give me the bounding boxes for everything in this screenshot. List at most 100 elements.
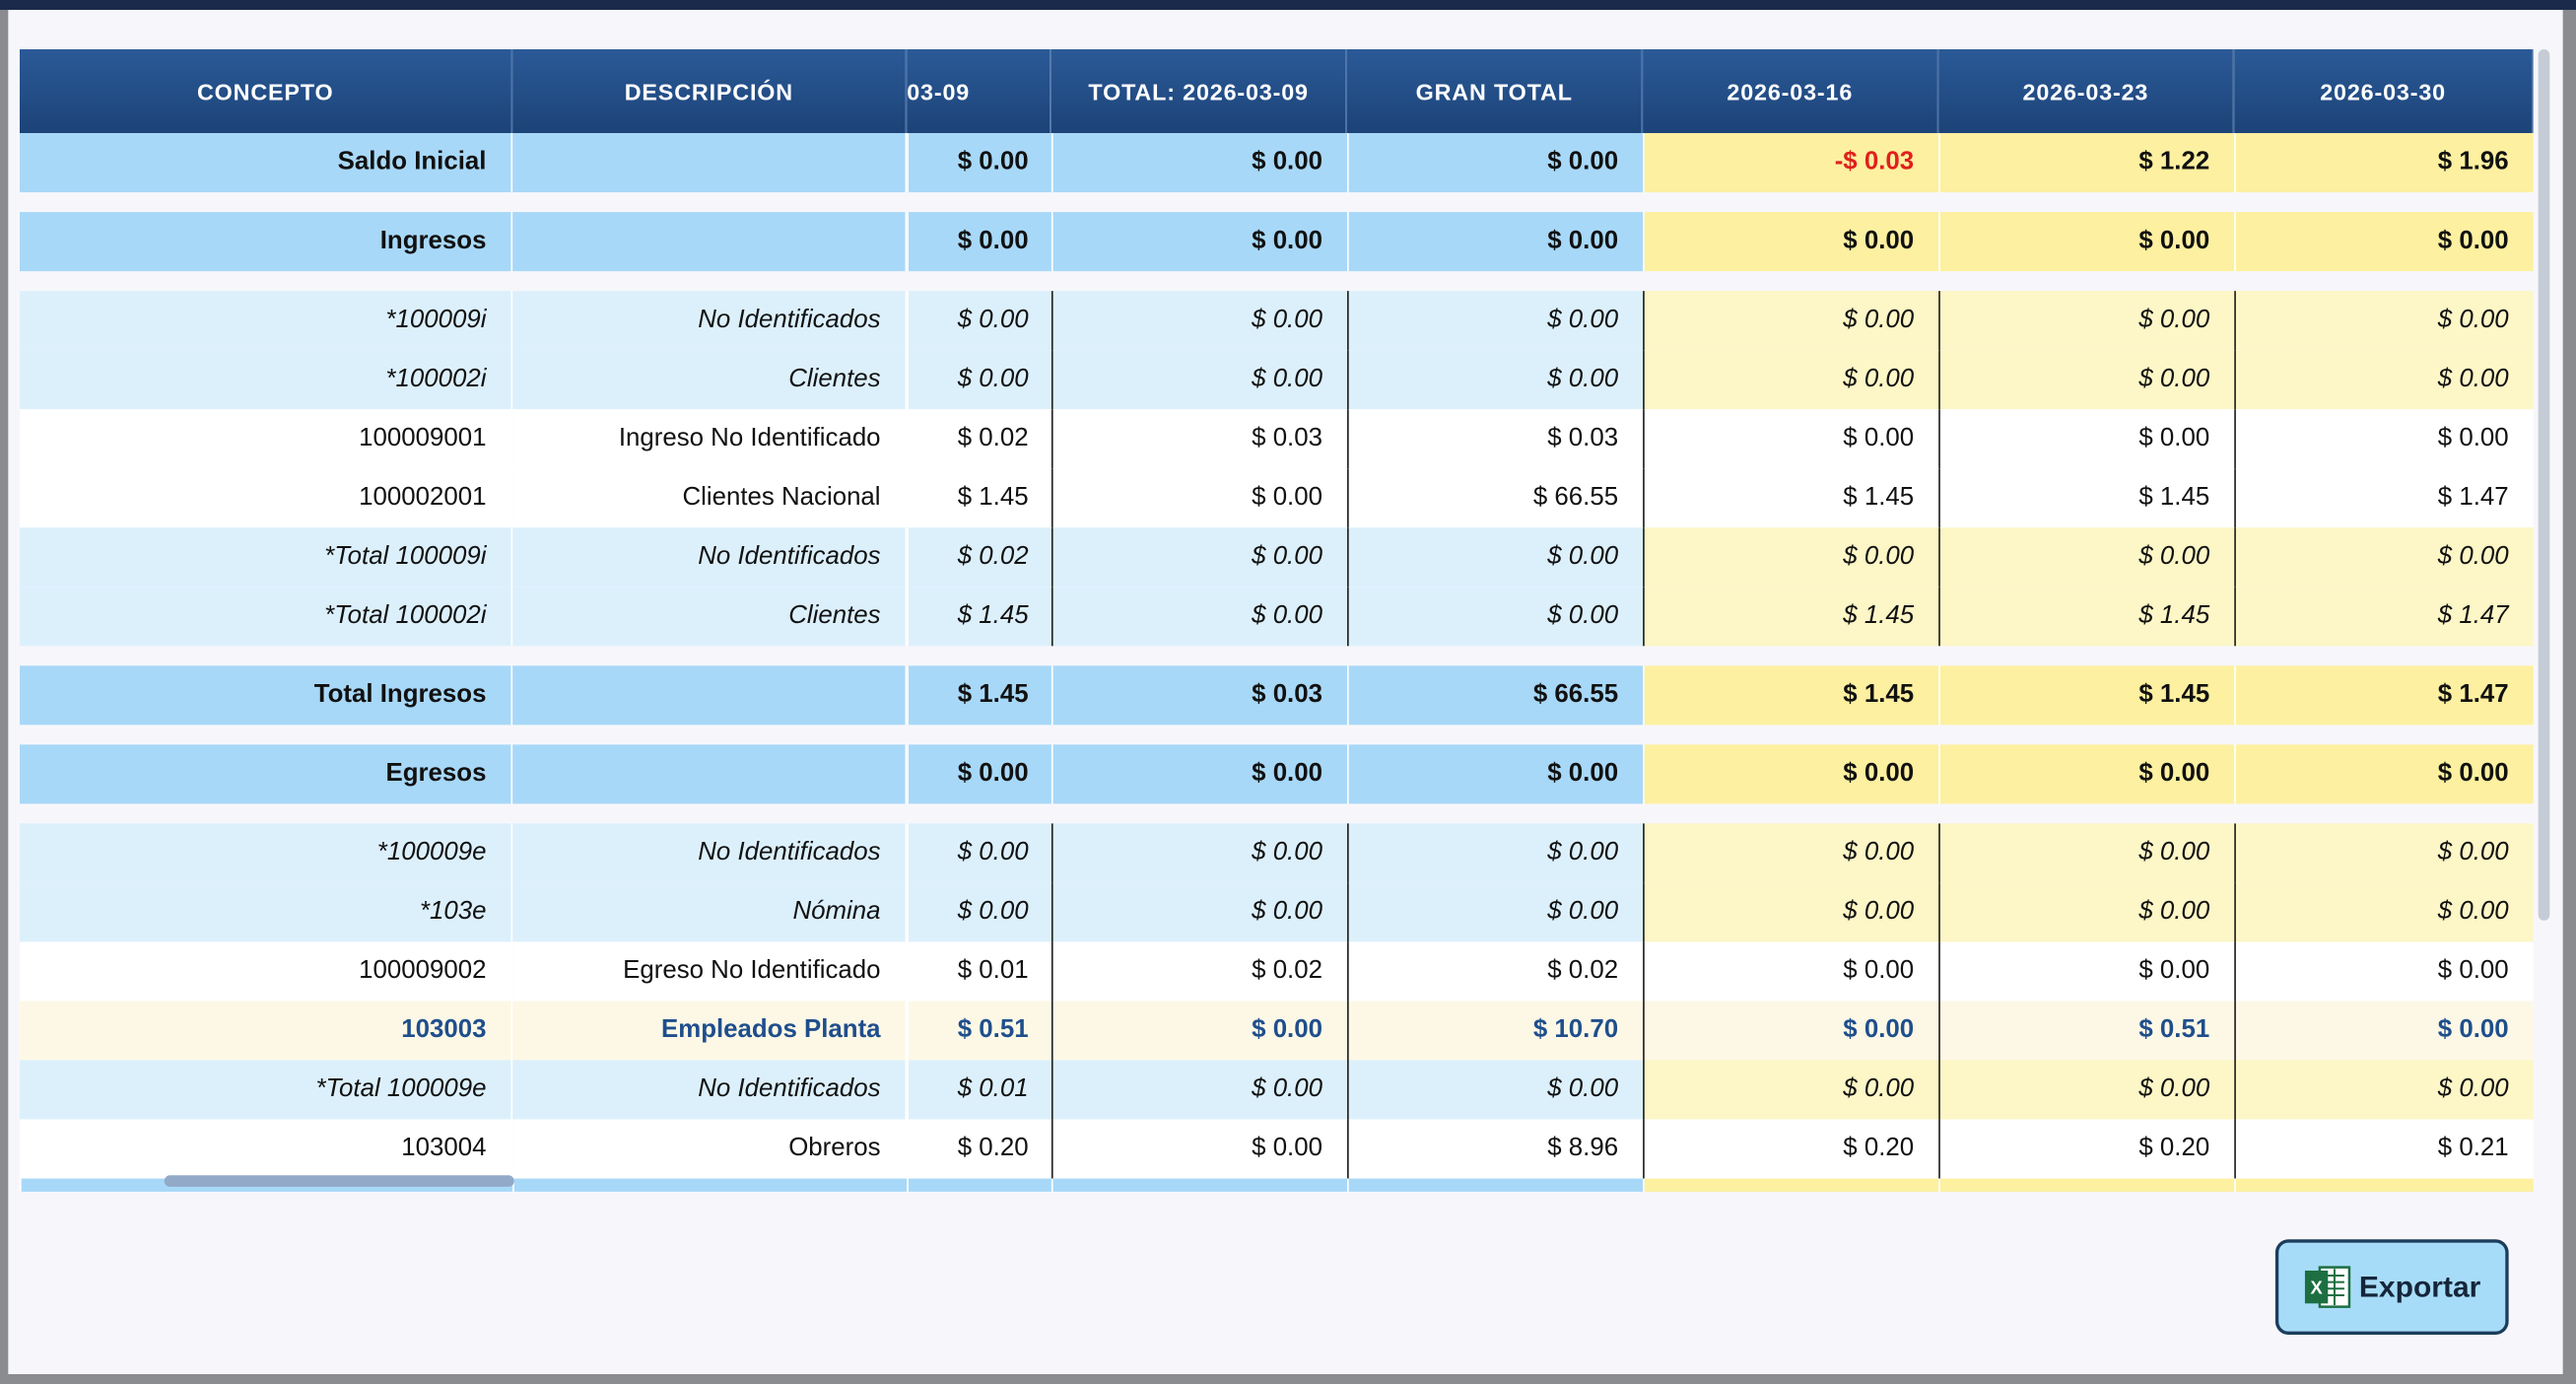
- value-cell: $ 0.02: [1347, 941, 1644, 1002]
- value-cell: $ 0.51: [1938, 1001, 2235, 1061]
- value-cell: $ 0.00: [2234, 744, 2534, 804]
- value-cell: $ 1.45: [907, 665, 1051, 726]
- value-cell: $ 0.00: [2234, 1001, 2534, 1061]
- column-header: 2026-03-23: [1938, 49, 2235, 134]
- value-cell: $ 0.00: [907, 133, 1051, 193]
- value-cell: $ 0.00: [1051, 133, 1348, 193]
- value-cell: $ 0.03: [1051, 409, 1348, 469]
- column-header: 03-09: [907, 49, 1051, 134]
- vertical-scrollbar[interactable]: [2538, 49, 2550, 921]
- value-cell: $ 0.02: [907, 527, 1051, 588]
- export-label: Exportar: [2358, 1270, 2481, 1303]
- value-cell: $ 1.45: [1643, 587, 1939, 647]
- value-cell: $ 0.00: [1051, 1001, 1348, 1061]
- value-cell: $ 0.00: [1938, 409, 2235, 469]
- value-cell: $ 0.00: [1938, 212, 2235, 272]
- value-cell: $ 0.00: [1643, 212, 1939, 272]
- svg-text:X: X: [2310, 1277, 2323, 1297]
- concepto-cell: Ingresos: [20, 212, 513, 272]
- value-cell: $ 0.01: [907, 941, 1051, 1002]
- value-cell: $ 0.02: [907, 409, 1051, 469]
- value-cell: $ 0.00: [1938, 1060, 2235, 1120]
- value-cell: $ 0.00: [1051, 468, 1348, 528]
- value-cell: $ 0.00: [907, 350, 1051, 410]
- value-cell: $ 1.47: [2234, 665, 2534, 726]
- concepto-cell: *100009i: [20, 291, 513, 351]
- value-cell: $ 0.20: [1643, 1119, 1939, 1179]
- concepto-cell: *100009e: [20, 823, 513, 883]
- value-cell: $ 1.47: [2234, 587, 2534, 647]
- partial-row: [907, 1178, 1051, 1192]
- column-header: CONCEPTO: [20, 49, 513, 134]
- value-cell: $ 1.45: [1643, 468, 1939, 528]
- partial-row: [1347, 1178, 1644, 1192]
- value-cell: $ 0.00: [2234, 409, 2534, 469]
- value-cell: $ 0.00: [1347, 133, 1644, 193]
- value-cell: $ 0.00: [2234, 350, 2534, 410]
- value-cell: $ 0.20: [907, 1119, 1051, 1179]
- value-cell: $ 0.00: [1643, 350, 1939, 410]
- concepto-cell: *Total 100009i: [20, 527, 513, 588]
- value-cell: $ 0.03: [1347, 409, 1644, 469]
- value-cell: $ 0.51: [907, 1001, 1051, 1061]
- value-cell: $ 0.00: [1347, 882, 1644, 942]
- value-cell: $ 1.45: [1643, 665, 1939, 726]
- column-header: 2026-03-30: [2234, 49, 2534, 134]
- descripcion-cell: Clientes: [512, 587, 908, 647]
- value-cell: $ 0.00: [1347, 291, 1644, 351]
- value-cell: $ 0.00: [1643, 1060, 1939, 1120]
- concepto-cell: *Total 100002i: [20, 587, 513, 647]
- value-cell: $ 0.21: [2234, 1119, 2534, 1179]
- concepto-cell: 103003: [20, 1001, 513, 1061]
- value-cell: -$ 0.03: [1643, 133, 1939, 193]
- value-cell: $ 0.00: [1643, 823, 1939, 883]
- value-cell: $ 0.00: [1938, 882, 2235, 942]
- value-cell: $ 0.00: [1643, 744, 1939, 804]
- partial-row: [1051, 1178, 1348, 1192]
- value-cell: $ 1.45: [1938, 665, 2235, 726]
- value-cell: $ 1.45: [1938, 468, 2235, 528]
- value-cell: $ 10.70: [1347, 1001, 1644, 1061]
- horizontal-scrollbar[interactable]: [164, 1175, 514, 1187]
- value-cell: $ 0.00: [907, 882, 1051, 942]
- descripcion-cell: [512, 744, 908, 804]
- descripcion-cell: Ingreso No Identificado: [512, 409, 908, 469]
- value-cell: $ 0.00: [1347, 587, 1644, 647]
- value-cell: $ 0.00: [1643, 941, 1939, 1002]
- concepto-cell: *Total 100009e: [20, 1060, 513, 1120]
- value-cell: $ 1.45: [907, 468, 1051, 528]
- value-cell: $ 0.00: [1643, 409, 1939, 469]
- value-cell: $ 1.22: [1938, 133, 2235, 193]
- value-cell: $ 8.96: [1347, 1119, 1644, 1179]
- value-cell: $ 0.00: [1051, 587, 1348, 647]
- concepto-cell: 100009002: [20, 941, 513, 1002]
- export-button[interactable]: X Exportar: [2274, 1239, 2509, 1335]
- descripcion-cell: Egreso No Identificado: [512, 941, 908, 1002]
- value-cell: $ 0.00: [2234, 941, 2534, 1002]
- value-cell: $ 0.00: [1051, 1119, 1348, 1179]
- value-cell: $ 0.00: [1938, 744, 2235, 804]
- value-cell: $ 0.00: [2234, 212, 2534, 272]
- descripcion-cell: Clientes Nacional: [512, 468, 908, 528]
- value-cell: $ 0.00: [1643, 1001, 1939, 1061]
- value-cell: $ 0.00: [1938, 350, 2235, 410]
- value-cell: $ 0.00: [2234, 882, 2534, 942]
- value-cell: $ 0.00: [1347, 212, 1644, 272]
- value-cell: $ 0.00: [907, 212, 1051, 272]
- descripcion-cell: Clientes: [512, 350, 908, 410]
- partial-row: [2234, 1178, 2534, 1192]
- value-cell: $ 0.01: [907, 1060, 1051, 1120]
- value-cell: $ 0.00: [1938, 823, 2235, 883]
- column-header: 2026-03-16: [1643, 49, 1939, 134]
- column-header: TOTAL: 2026-03-09: [1051, 49, 1348, 134]
- value-cell: $ 0.00: [1347, 350, 1644, 410]
- partial-row: [512, 1178, 908, 1192]
- value-cell: $ 0.00: [1938, 941, 2235, 1002]
- value-cell: $ 0.00: [1051, 1060, 1348, 1120]
- descripcion-cell: No Identificados: [512, 291, 908, 351]
- column-header: GRAN TOTAL: [1347, 49, 1644, 134]
- concepto-cell: Egresos: [20, 744, 513, 804]
